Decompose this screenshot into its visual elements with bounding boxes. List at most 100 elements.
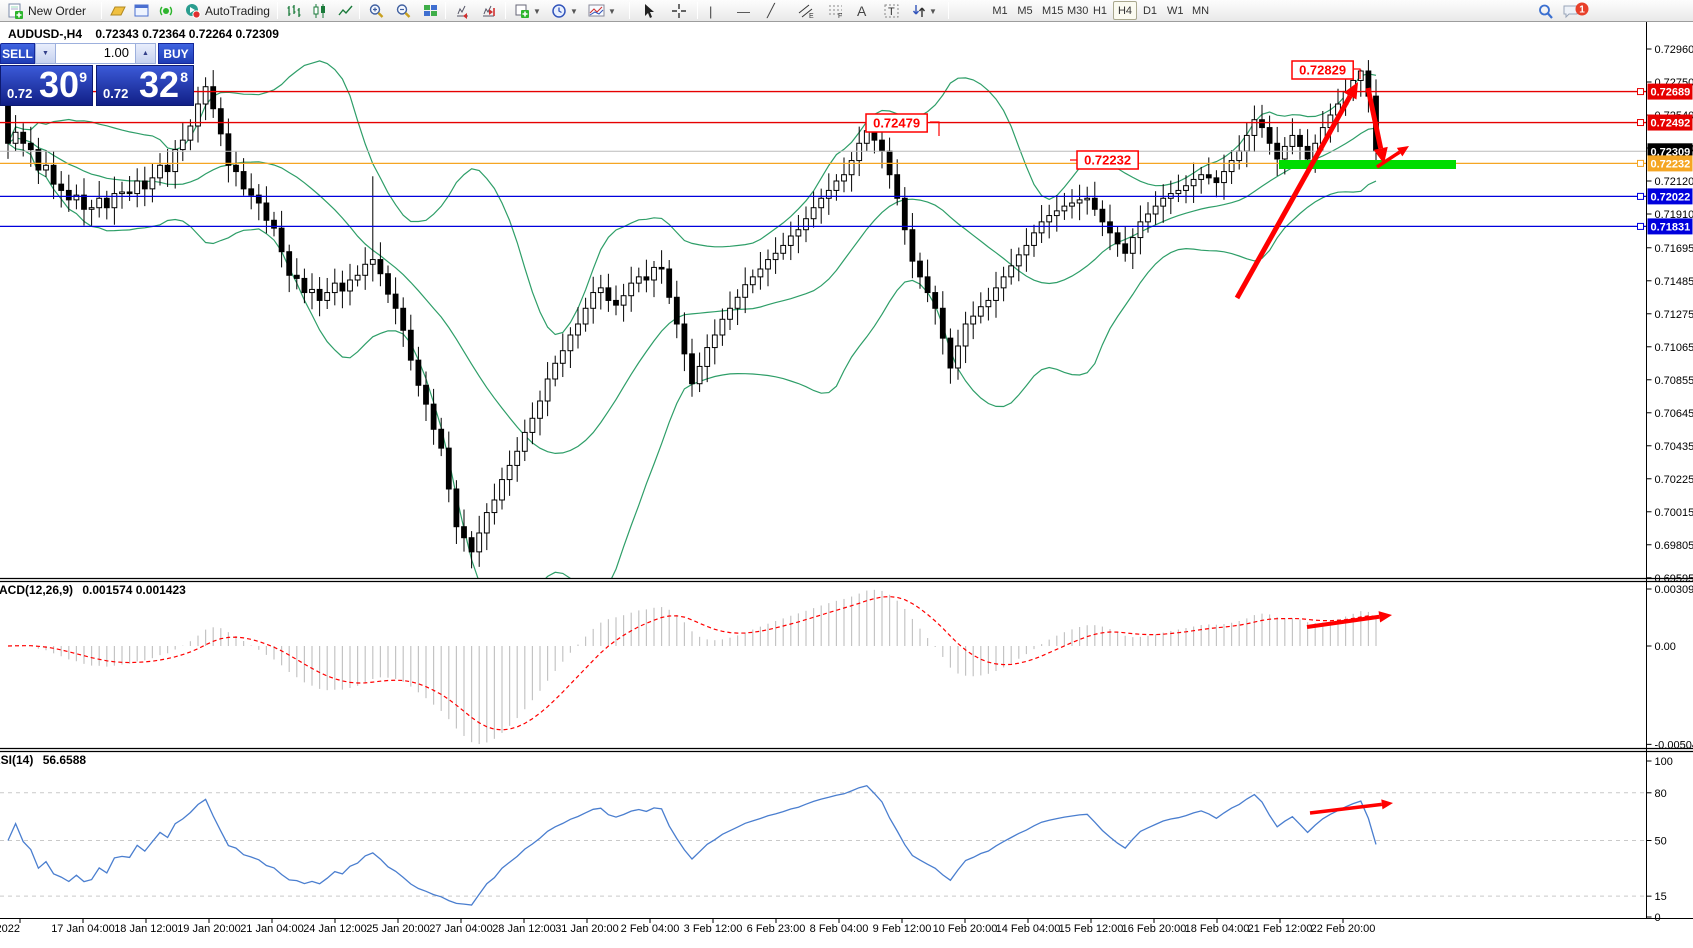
terminal-window-button[interactable] [130,1,154,21]
search-button[interactable] [1534,1,1558,21]
market-watch-button[interactable] [106,1,130,21]
macd-axis-label: -0.005044 [1655,739,1693,751]
symbol-period-label: AUDUSD-,H4 [8,27,83,41]
date-tick-label: 18 Jan 12:00 [114,923,178,935]
zoom-in-button[interactable] [365,1,389,21]
price-tick-label: 0.71695 [1655,243,1693,255]
toolbar-separator [101,2,102,19]
timeframe-M15[interactable]: M15 [1042,5,1064,17]
arrows-tool[interactable]: ▼ [908,1,940,21]
macd-indicator-label: MACD(12,26,9) 0.001574 0.001423 [0,583,186,597]
timeframe-M5[interactable]: M5 [1017,5,1033,17]
axis-price-label-0.72232: 0.72232 [1647,155,1693,172]
indicators-icon [588,4,605,17]
macd-axis-label: 0.00 [1655,641,1676,653]
chart-shift-button[interactable] [477,1,501,21]
support-zone-rect [1279,160,1456,169]
chevron-down-icon: ▼ [533,6,541,16]
timeframe-M1[interactable]: M1 [992,5,1008,17]
price-tick-label: 0.70645 [1655,408,1693,420]
toolbar-separator [359,2,360,19]
crosshair-tool[interactable] [668,1,690,21]
date-tick-label: 22 Feb 20:00 [1311,923,1376,935]
rsi-axis-label: 15 [1655,891,1667,903]
autotrading-button[interactable]: AutoTrading [181,1,273,21]
notifications-button[interactable]: 1 [1558,1,1594,21]
auto-scroll-button[interactable] [451,1,475,21]
svg-text:0.72232: 0.72232 [1084,153,1131,168]
vertical-line-icon: | [709,3,713,19]
vertical-line-tool[interactable]: | [706,1,715,21]
toolbar-separator [697,2,698,19]
fibonacci-icon: F [829,5,842,19]
equidistant-channel-tool[interactable]: E [794,1,818,21]
bollinger-middle [7,127,1377,455]
zoom-out-button[interactable] [392,1,416,21]
trendline-tool[interactable]: ╱ [764,1,778,21]
macd-pane [7,589,1377,745]
notification-count: 1 [1579,4,1585,15]
fibonacci-tool[interactable]: F [824,1,848,21]
bounce-up-arrow [1376,150,1401,169]
ohlc-values: 0.72343 0.72364 0.72264 0.72309 [95,27,279,41]
bollinger-upper [7,60,1377,336]
price-tick-label: 0.71910 [1655,209,1693,221]
volume-increase-button[interactable]: ▲ [135,43,156,64]
axis-price-label-0.72689: 0.72689 [1647,83,1693,100]
macd-axis-label: 0.003094 [1655,584,1693,596]
volume-input[interactable]: 1.00 [56,43,135,64]
arrows-icon [912,5,926,17]
chart-canvas[interactable]: 0.729600.727500.725400.723300.721200.719… [0,22,1693,948]
level-anchor [1637,192,1644,200]
timeframe-M30[interactable]: M30 [1067,5,1089,17]
new-chart-button[interactable]: ▼ [511,1,544,21]
cursor-tool[interactable] [638,1,659,21]
equidistant-channel-icon: E [798,4,814,19]
period-button[interactable]: ▼ [548,1,581,21]
date-tick-label: 9 Feb 12:00 [873,923,932,935]
tile-windows-button[interactable] [419,1,443,21]
bar-chart-button[interactable] [282,1,306,21]
timeframe-MN[interactable]: MN [1192,5,1210,17]
toolbar-separator [505,2,506,19]
pullback-down-arrow [1365,87,1384,149]
buy-price-display[interactable]: 0.72 32 8 [96,64,194,106]
price-tick-label: 0.72120 [1655,176,1693,188]
zoom-out-icon [396,4,411,18]
timeframe-W1[interactable]: W1 [1167,5,1184,17]
signals-button[interactable] [155,1,179,21]
text-label-tool[interactable]: T [880,1,903,21]
axis-price-label-0.72309: 0.72309 [1647,143,1693,160]
rsi-axis: 100 80 50 15 0 [1646,756,1673,924]
date-tick-label: 31 Jan 20:00 [555,923,619,935]
sell-price-display[interactable]: 0.72 30 9 [0,64,93,106]
chevron-down-icon: ▼ [929,6,937,16]
bar-chart-icon [287,5,301,17]
buy-button[interactable]: BUY [158,43,194,64]
date-tick-label: 18 Feb 04:00 [1185,923,1250,935]
new-order-label: New Order [28,4,87,18]
sell-price-main: 30 [39,64,80,105]
svg-text:0.72479: 0.72479 [873,116,920,131]
svg-text:0.72309: 0.72309 [1651,146,1691,158]
price-tick-label: 0.70225 [1655,474,1693,486]
line-chart-button[interactable] [334,1,358,21]
timeframe-H4[interactable]: H4 [1113,1,1137,20]
price-tick-label: 0.69595 [1655,573,1693,585]
volume-decrease-button[interactable]: ▼ [35,43,56,64]
new-order-button[interactable]: New Order [4,1,89,21]
sell-button[interactable]: SELL [0,43,35,64]
timeframe-D1[interactable]: D1 [1142,5,1158,17]
triangle-up-icon: ▲ [142,50,149,57]
text-tool[interactable]: A [854,1,869,21]
macd-axis: 0.003094 0.00 -0.005044 [1646,584,1693,751]
chevron-down-icon: ▼ [570,6,578,16]
one-click-trading-panel: SELL ▼ 1.00 ▲ BUY 0.72 30 9 0.72 32 8 [0,43,194,106]
indicators-button[interactable]: ▼ [585,1,619,21]
open-folder-icon [110,6,126,16]
timeframe-H1[interactable]: H1 [1092,5,1108,17]
chart-shift-icon [483,5,495,17]
new-order-icon [8,3,23,19]
horizontal-line-tool[interactable]: — [734,1,753,21]
candlestick-chart-button[interactable] [308,1,332,21]
